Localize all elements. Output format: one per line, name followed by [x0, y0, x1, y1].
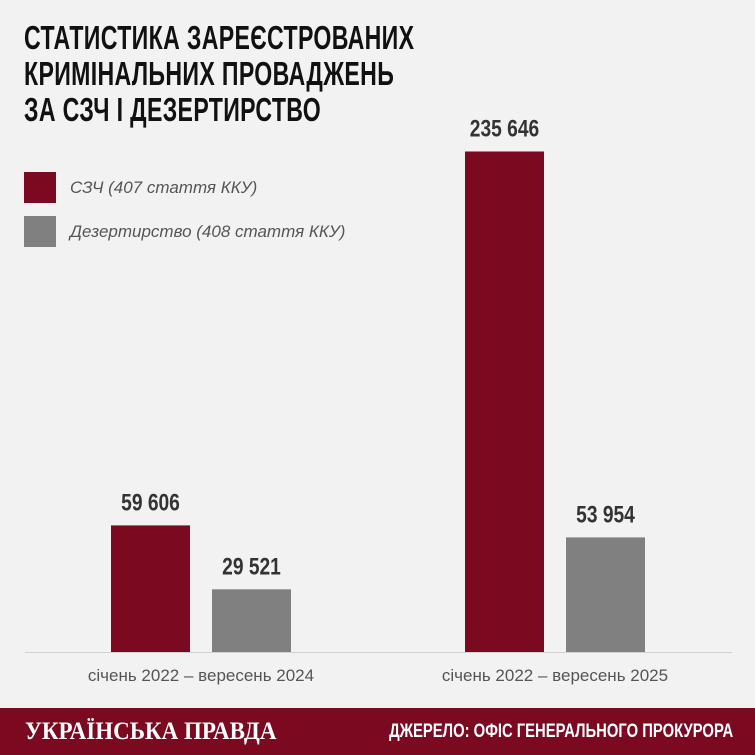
source: ДЖЕРЕЛО: ОФІС ГЕНЕРАЛЬНОГО ПРОКУРОРА [388, 721, 733, 742]
bar [111, 525, 190, 652]
value-label: 235 646 [470, 114, 539, 142]
x-tick-label: січень 2022 – вересень 2025 [442, 666, 668, 685]
bar [465, 151, 544, 652]
legend-swatch [24, 172, 56, 203]
legend-label: Дезертирство (408 стаття ККУ) [68, 222, 345, 241]
bar [566, 537, 645, 652]
brand: УКРАЇНСЬКА ПРАВДА [25, 718, 277, 745]
footer: УКРАЇНСЬКА ПРАВДА ДЖЕРЕЛО: ОФІС ГЕНЕРАЛЬ… [0, 708, 755, 755]
bar [212, 589, 291, 652]
chart-title: СТАТИСТИКА ЗАРЕЄСТРОВАНИХ КРИМІНАЛЬНИХ П… [24, 19, 415, 128]
value-label: 29 521 [222, 552, 281, 580]
legend-label: СЗЧ (407 стаття ККУ) [70, 178, 257, 197]
value-label: 59 606 [121, 488, 180, 516]
legend-swatch [24, 216, 56, 247]
chart: СЗЧ (407 стаття ККУ) Дезертирство (408 ст… [24, 114, 732, 685]
x-tick-label: січень 2022 – вересень 2024 [88, 666, 314, 685]
value-label: 53 954 [576, 500, 635, 528]
